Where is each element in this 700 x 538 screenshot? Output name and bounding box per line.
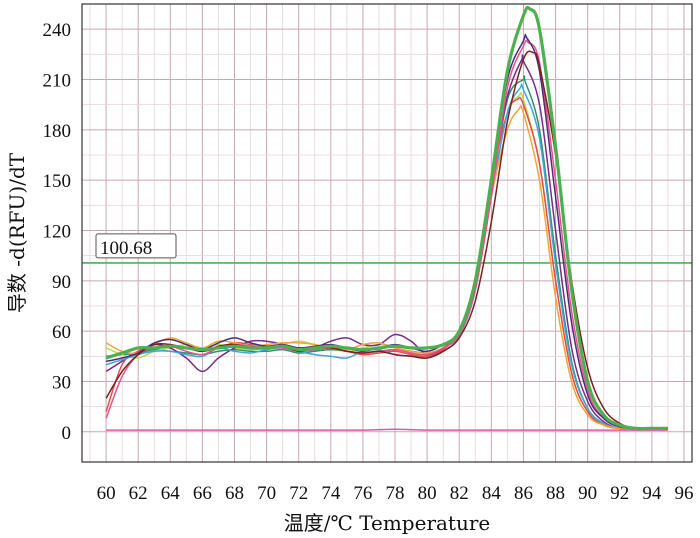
x-tick-label: 64	[161, 483, 181, 504]
y-tick-label: 30	[52, 372, 71, 393]
x-tick-label: 68	[225, 483, 244, 504]
x-tick-label: 86	[514, 483, 533, 504]
series-line	[105, 105, 668, 430]
y-tick-label: 90	[52, 272, 71, 293]
threshold-label-box	[95, 233, 177, 259]
x-tick-label: 92	[610, 483, 629, 504]
y-tick-label: 120	[43, 221, 72, 242]
x-tick-label: 84	[482, 483, 502, 504]
grid	[82, 4, 692, 462]
x-tick-label: 78	[386, 483, 405, 504]
x-tick-label: 96	[674, 483, 693, 504]
x-tick-labels: 60 62 64 66 68 70 72 74 76 78 80 82 84 86 88 90 92 94 96	[97, 483, 694, 504]
x-tick-label: 74	[321, 483, 341, 504]
plot-frame	[81, 3, 693, 463]
threshold-layer: 100.68	[82, 233, 692, 264]
x-tick-label: 70	[257, 483, 276, 504]
y-tick-label: 150	[43, 171, 72, 192]
series-layer	[105, 5, 668, 431]
x-tick-label: 66	[193, 483, 212, 504]
x-tick-label: 72	[289, 483, 308, 504]
x-tick-label: 94	[642, 483, 662, 504]
x-tick-label: 60	[97, 483, 116, 504]
x-tick-label: 82	[450, 483, 469, 504]
x-tick-label: 88	[546, 483, 565, 504]
series-line	[105, 54, 668, 430]
threshold-label: 100.68	[100, 238, 152, 259]
x-tick-label: 80	[418, 483, 437, 504]
x-tick-label: 90	[578, 483, 597, 504]
plot-background	[82, 4, 692, 462]
y-tick-label: 60	[52, 322, 71, 343]
y-tick-label: 240	[43, 20, 72, 41]
x-tick-label: 76	[353, 483, 372, 504]
x-axis-label: 温度/℃ Temperature	[284, 511, 491, 535]
series-line	[105, 39, 668, 430]
series-line	[106, 428, 668, 431]
y-tick-labels: 0 30 60 90 120 150 180 210 240	[43, 20, 72, 444]
y-axis-label: 导数 -d(RFU)/dT	[5, 152, 29, 313]
y-tick-label: 0	[62, 423, 72, 444]
x-tick-label: 62	[129, 483, 148, 504]
y-tick-label: 180	[43, 121, 72, 142]
series-line	[105, 5, 668, 431]
y-tick-label: 210	[43, 70, 72, 91]
